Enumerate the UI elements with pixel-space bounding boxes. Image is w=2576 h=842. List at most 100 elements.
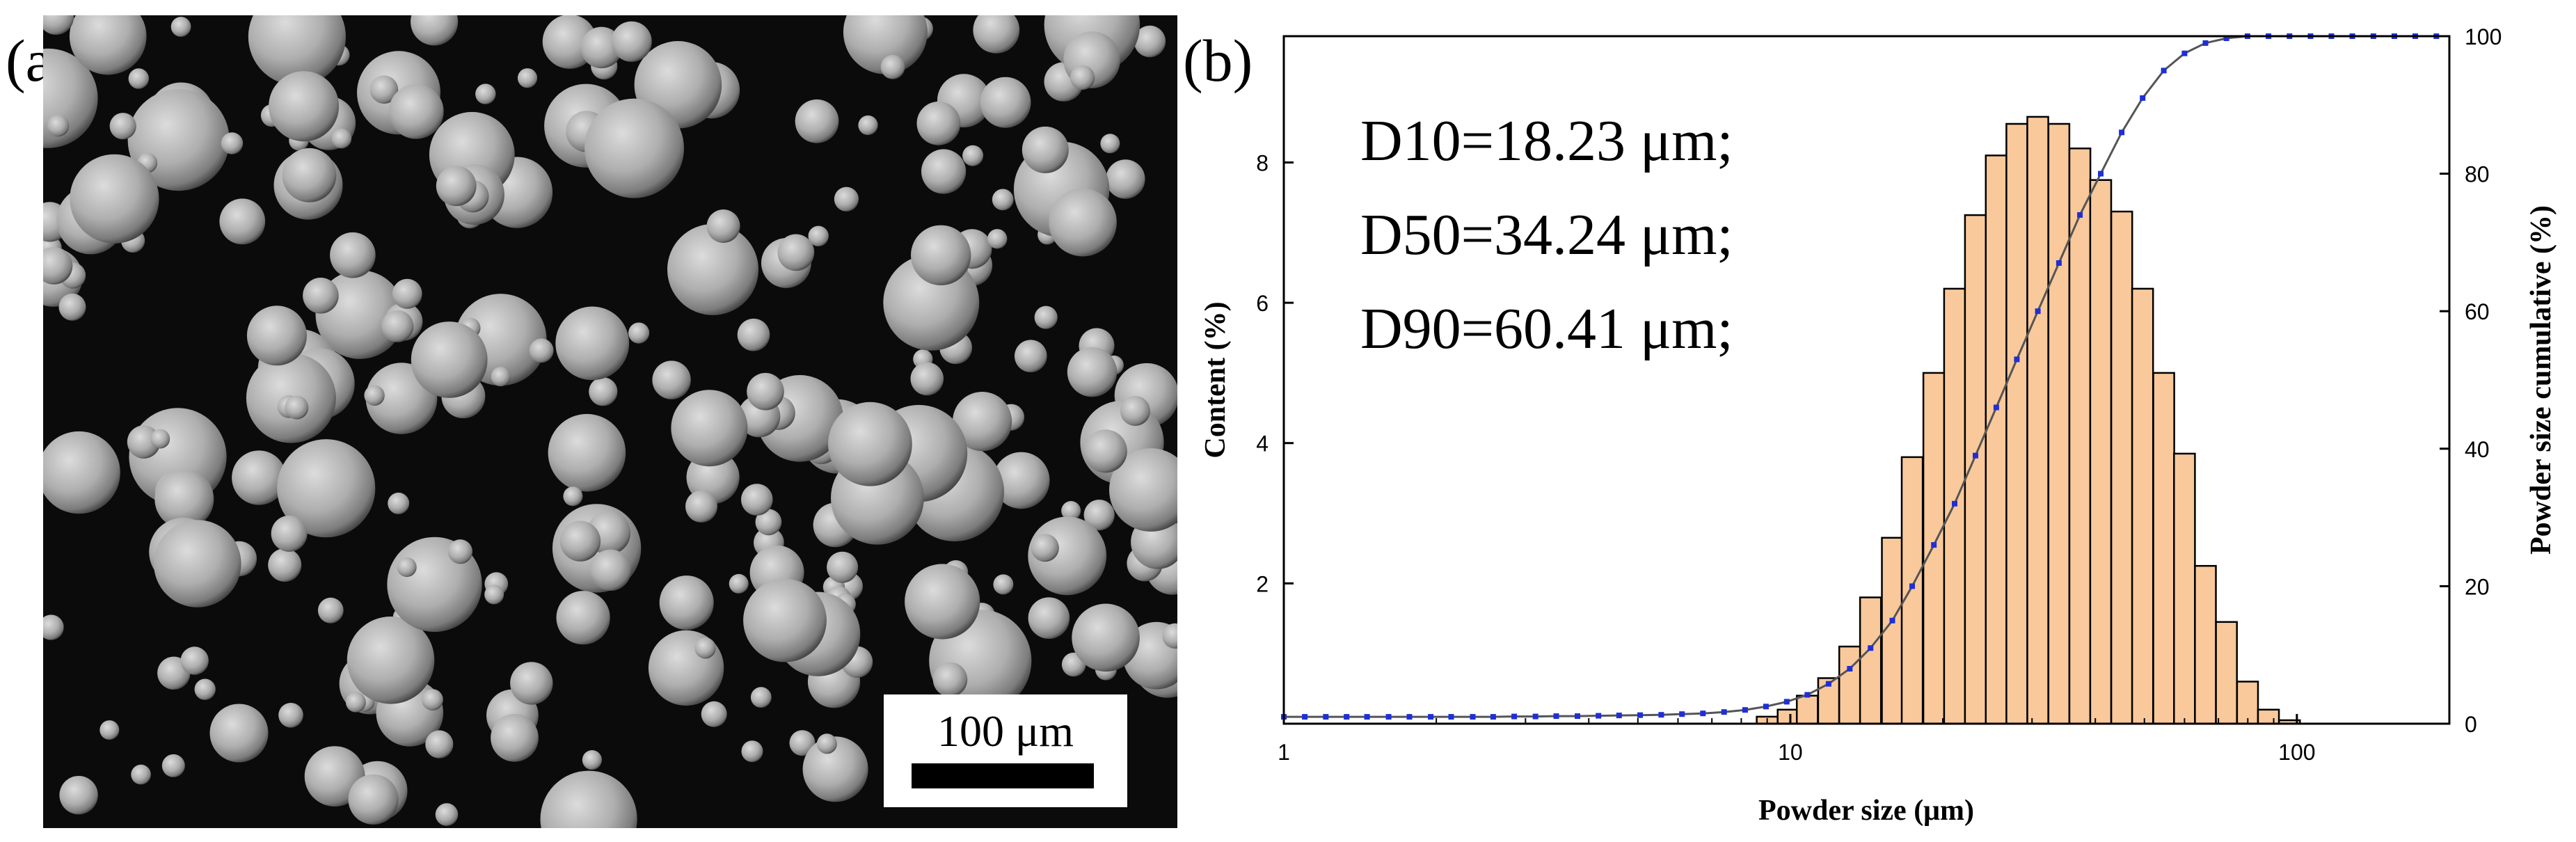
powder-particle	[232, 450, 287, 505]
cumulative-marker	[1679, 711, 1685, 717]
x-tick-label: 10	[1778, 740, 1803, 765]
powder-particle	[555, 306, 630, 381]
powder-particle	[953, 392, 1012, 452]
powder-particle	[1034, 305, 1058, 329]
histogram-bar	[1859, 596, 1882, 725]
powder-particle	[652, 360, 691, 399]
powder-particle	[1067, 347, 1118, 397]
powder-particle	[277, 439, 376, 538]
powder-particle	[1106, 159, 1145, 199]
powder-particle	[556, 591, 610, 645]
y2-tick-label: 20	[2465, 574, 2490, 599]
histogram-bar	[1795, 694, 1819, 725]
y-tick-label: 4	[1256, 431, 1269, 456]
powder-particle	[858, 115, 878, 136]
histogram-bar	[2257, 708, 2280, 725]
powder-particle	[667, 223, 758, 315]
powder-particle	[209, 704, 269, 763]
powder-particle	[921, 149, 967, 194]
x-tick-label: 100	[2278, 740, 2315, 765]
powder-particle	[1049, 188, 1117, 257]
panel-b-label: (b)	[1183, 27, 1253, 94]
powder-particle	[70, 154, 159, 244]
cumulative-marker	[1658, 712, 1664, 718]
cumulative-marker	[2098, 170, 2104, 177]
powder-particle	[1070, 65, 1095, 90]
powder-particle	[109, 113, 136, 140]
powder-particle	[517, 68, 538, 88]
powder-particle	[880, 54, 905, 79]
cumulative-marker	[1868, 645, 1874, 651]
histogram-bar	[2110, 210, 2133, 725]
powder-particle	[388, 492, 410, 514]
histogram-bar	[1985, 154, 2008, 725]
powder-particle	[411, 321, 488, 398]
cumulative-marker	[2181, 50, 2188, 56]
cumulative-marker	[1511, 713, 1518, 720]
powder-particle	[992, 452, 1050, 509]
cumulative-marker	[1385, 714, 1392, 720]
powder-particle	[750, 687, 772, 708]
scale-bar	[912, 763, 1094, 788]
powder-particle	[747, 372, 784, 411]
powder-particle	[170, 17, 191, 37]
y2-tick-label: 80	[2465, 162, 2490, 187]
powder-particle	[741, 484, 773, 516]
powder-particle	[161, 754, 185, 777]
cumulative-marker	[1302, 714, 1308, 720]
powder-particle	[980, 77, 1031, 128]
powder-particle	[285, 395, 309, 420]
cumulative-marker	[1973, 452, 1978, 459]
powder-particle	[834, 186, 859, 212]
powder-particle	[808, 225, 829, 246]
cumulative-marker	[1575, 713, 1580, 720]
powder-particle	[392, 278, 422, 309]
powder-particle	[268, 548, 302, 582]
powder-particle	[741, 740, 763, 763]
annotation-d50: D50=34.24 μm;	[1360, 202, 1733, 267]
cumulative-marker	[1783, 699, 1790, 705]
cumulative-marker	[1448, 714, 1454, 720]
histogram-bar	[1964, 214, 1987, 725]
cumulative-marker	[1700, 710, 1706, 717]
cumulative-marker	[1532, 713, 1539, 720]
powder-particle	[777, 234, 815, 271]
cumulative-marker	[1323, 714, 1329, 720]
powder-particle	[737, 318, 770, 351]
histogram-bars	[1756, 116, 2301, 725]
histogram-bar	[1838, 645, 1861, 725]
cumulative-marker	[1909, 583, 1915, 589]
cumulative-marker	[1742, 707, 1748, 713]
cumulative-marker	[1428, 714, 1434, 720]
cumulative-marker	[2202, 40, 2209, 46]
powder-particle	[1162, 623, 1177, 649]
cumulative-marker	[1406, 714, 1413, 720]
powder-particle	[47, 114, 70, 137]
y-axis-title: Content (%)	[1200, 301, 1232, 458]
powder-particle	[347, 617, 435, 704]
powder-particle	[345, 692, 366, 713]
annotation-d10: D10=18.23 μm;	[1360, 109, 1733, 173]
powder-particle	[411, 15, 459, 46]
x-axis-title: Powder size (μm)	[1758, 795, 1974, 827]
powder-particle	[364, 385, 385, 406]
powder-particle	[589, 549, 632, 591]
powder-particle	[100, 720, 120, 740]
y2-tick-label: 60	[2465, 299, 2490, 324]
cumulative-marker	[1847, 666, 1853, 672]
powder-particle	[905, 564, 980, 640]
powder-particle	[246, 305, 307, 366]
powder-particle	[435, 803, 459, 826]
sem-micrograph: 100 μm	[43, 15, 1177, 828]
powder-particle	[131, 764, 151, 785]
powder-particle	[331, 128, 352, 149]
powder-particle	[43, 614, 64, 640]
powder-particle	[529, 338, 554, 363]
annotation-d90: D90=60.41 μm;	[1360, 296, 1733, 361]
powder-particle	[1028, 597, 1070, 639]
powder-particle	[755, 509, 782, 536]
powder-particle	[1072, 603, 1140, 672]
powder-particle	[843, 15, 928, 74]
powder-particle	[475, 84, 496, 104]
histogram-bar	[2089, 179, 2113, 725]
